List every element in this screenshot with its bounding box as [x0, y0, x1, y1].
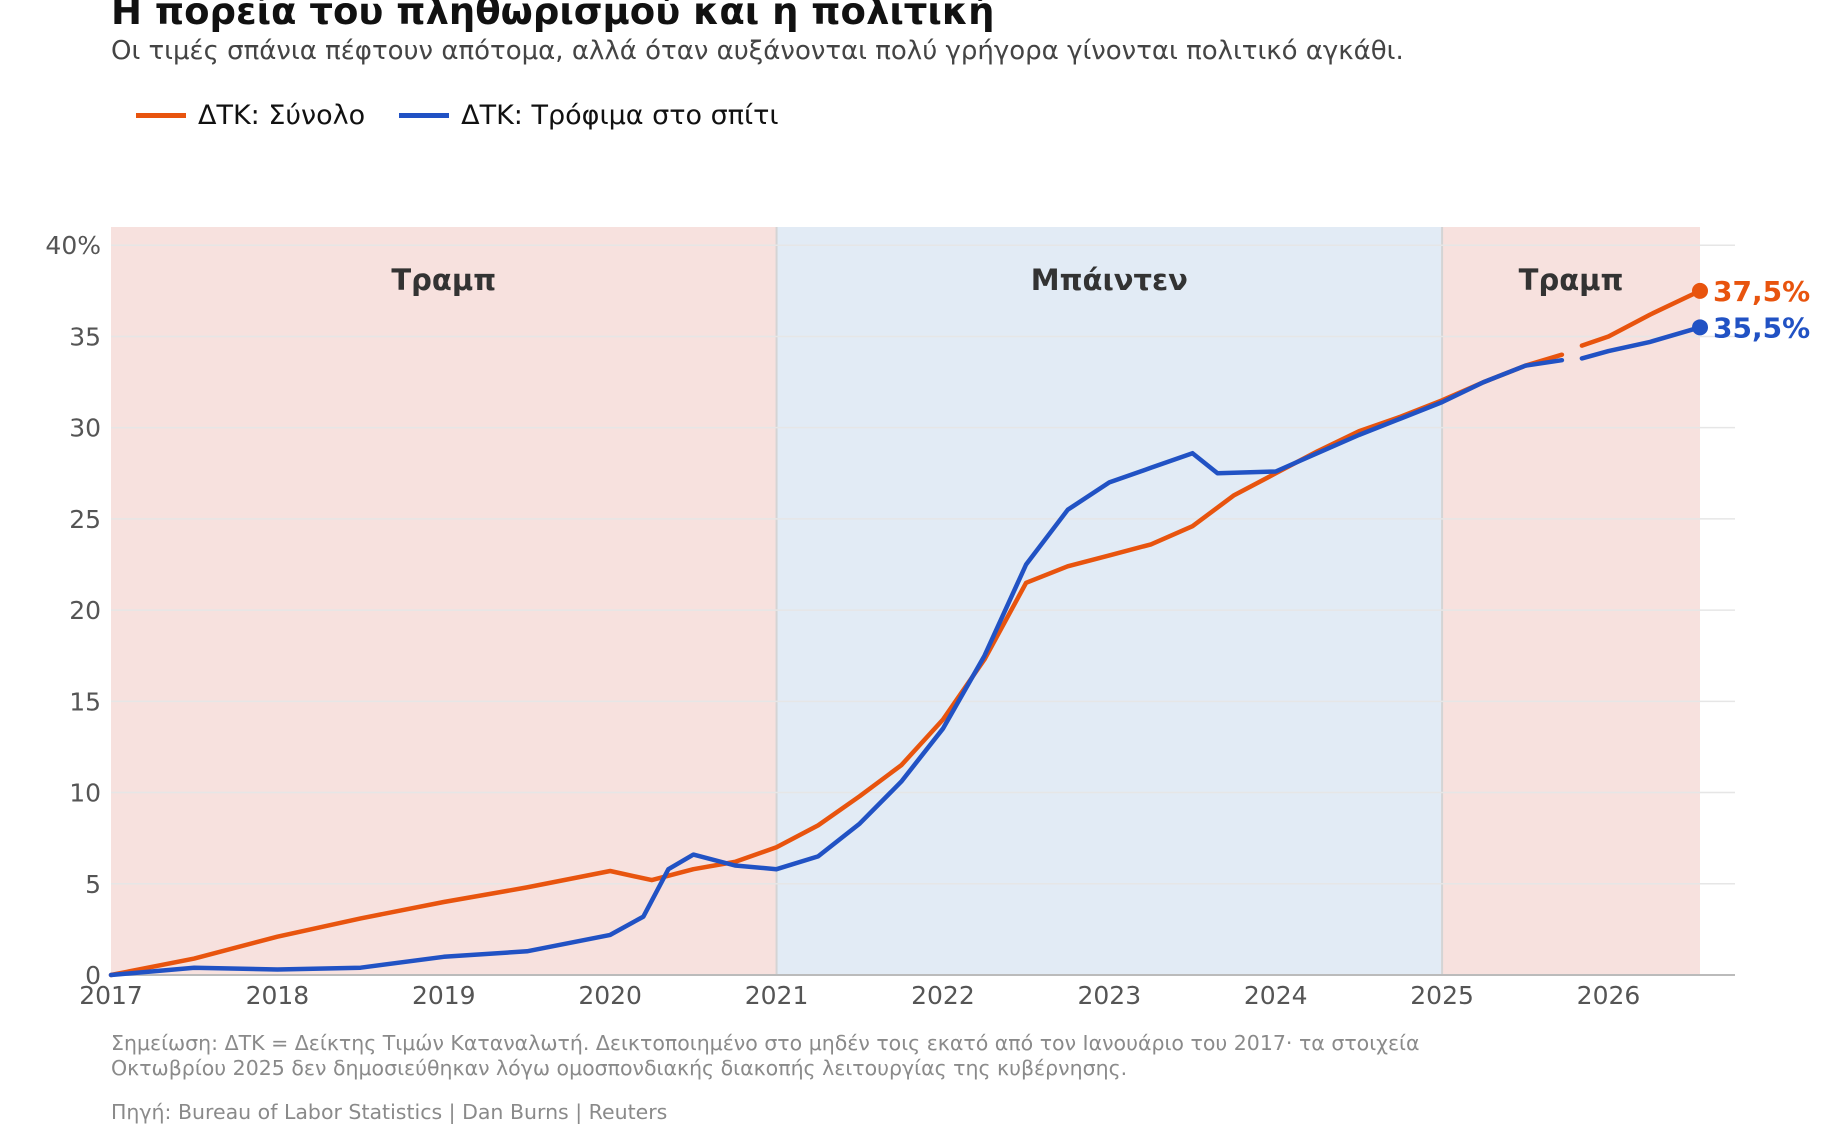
x-tick-label: 2022 — [911, 981, 975, 1010]
series-end-point-1 — [1692, 319, 1708, 336]
x-tick-label: 2018 — [246, 981, 310, 1010]
series-end-point-0 — [1692, 282, 1708, 299]
x-tick-label: 2025 — [1410, 981, 1474, 1010]
series-line-0-segment-1 — [1579, 288, 1703, 348]
y-tick-label: 25 — [69, 505, 101, 534]
period-band-1 — [776, 227, 1443, 975]
legend-label-food: ΔΤΚ: Τρόφιμα στο σπίτι — [461, 100, 779, 131]
period-band-0 — [111, 227, 777, 975]
x-tick-label: 2020 — [578, 981, 642, 1010]
x-tick-label: 2019 — [412, 981, 476, 1010]
x-tick-label: 2026 — [1577, 981, 1641, 1010]
period-label-1: Μπάιντεν — [1031, 263, 1188, 297]
legend-item-food: ΔΤΚ: Τρόφιμα στο σπίτι — [399, 100, 779, 131]
legend: ΔΤΚ: Σύνολο ΔΤΚ: Τρόφιμα στο σπίτι — [136, 100, 813, 131]
series-line-1-segment-0 — [108, 357, 1565, 978]
y-tick-label: 30 — [69, 414, 101, 443]
y-tick-label: 20 — [69, 596, 101, 625]
y-tick-label: 0 — [85, 961, 101, 990]
period-band-2 — [1442, 227, 1700, 975]
y-tick-label: 10 — [69, 779, 101, 808]
legend-label-total: ΔΤΚ: Σύνολο — [198, 100, 366, 131]
period-label-0: Τραμπ — [391, 263, 496, 297]
chart-title: Η πορεία του πληθωρισμού και η πολιτική — [111, 0, 995, 33]
series-line-1-segment-1 — [1579, 325, 1703, 361]
legend-swatch-total — [136, 113, 186, 118]
chart-source: Πηγή: Bureau of Labor Statistics | Dan B… — [111, 1100, 668, 1124]
x-tick-label: 2023 — [1078, 981, 1142, 1010]
y-tick-label: 40% — [45, 231, 101, 260]
chart-footnote: Σημείωση: ΔΤΚ = Δείκτης Τιμών Καταναλωτή… — [111, 1031, 1420, 1080]
x-tick-label: 2021 — [745, 981, 809, 1010]
period-label-2: Τραμπ — [1519, 263, 1624, 297]
series-end-label-1: 35,5% — [1713, 311, 1810, 344]
y-tick-label: 35 — [69, 322, 101, 351]
x-tick-label: 2017 — [79, 981, 143, 1010]
chart-subtitle: Οι τιμές σπάνια πέφτουν απότομα, αλλά ότ… — [111, 36, 1404, 66]
y-tick-label: 5 — [85, 870, 101, 899]
legend-swatch-food — [399, 113, 450, 118]
series-end-label-0: 37,5% — [1713, 275, 1810, 308]
x-tick-label: 2024 — [1244, 981, 1308, 1010]
y-tick-label: 15 — [69, 687, 101, 716]
legend-item-total: ΔΤΚ: Σύνολο — [136, 100, 365, 131]
